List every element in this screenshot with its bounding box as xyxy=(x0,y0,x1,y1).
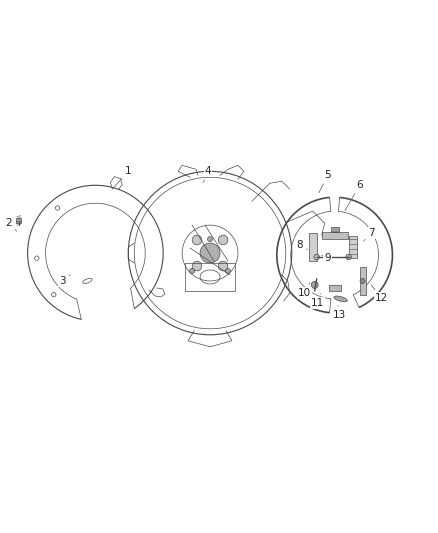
Bar xyxy=(309,233,317,261)
Text: 2: 2 xyxy=(5,218,17,231)
Bar xyxy=(328,285,341,291)
Text: 6: 6 xyxy=(345,180,363,211)
Bar xyxy=(16,217,21,221)
Text: 12: 12 xyxy=(371,285,388,303)
Circle shape xyxy=(346,254,351,260)
Circle shape xyxy=(200,243,220,263)
Circle shape xyxy=(192,235,202,245)
Bar xyxy=(331,227,339,232)
Bar xyxy=(17,221,21,223)
Circle shape xyxy=(226,269,230,273)
Bar xyxy=(321,232,348,239)
Text: 7: 7 xyxy=(364,228,375,241)
Text: 4: 4 xyxy=(203,166,212,183)
Text: 9: 9 xyxy=(321,253,331,263)
Circle shape xyxy=(311,281,318,288)
Text: 3: 3 xyxy=(59,274,70,286)
Circle shape xyxy=(360,278,365,284)
Circle shape xyxy=(218,235,228,245)
Bar xyxy=(349,236,357,258)
Text: 1: 1 xyxy=(112,166,131,189)
Circle shape xyxy=(314,254,319,260)
Bar xyxy=(360,267,366,295)
Text: 11: 11 xyxy=(311,294,324,308)
Bar xyxy=(185,263,235,291)
Circle shape xyxy=(190,269,194,273)
Text: 8: 8 xyxy=(297,240,307,250)
Circle shape xyxy=(208,237,212,241)
Text: 13: 13 xyxy=(333,305,346,320)
Circle shape xyxy=(192,261,202,271)
Text: 5: 5 xyxy=(319,170,331,193)
Ellipse shape xyxy=(334,296,347,302)
Text: 10: 10 xyxy=(298,283,311,298)
Circle shape xyxy=(218,261,228,271)
